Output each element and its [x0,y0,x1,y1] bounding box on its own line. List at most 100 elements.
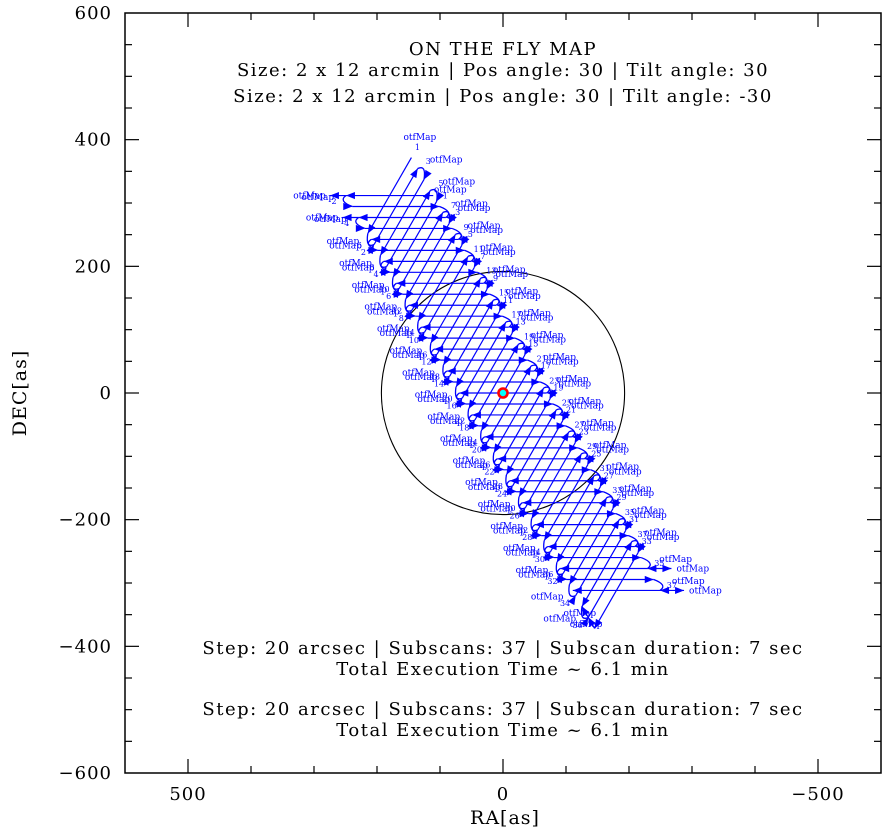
turnaround-arrowhead [559,411,569,419]
turnaround-arrowhead [481,444,491,452]
turnaround-arrowhead [494,466,504,474]
x-tick-label: −500 [791,784,844,805]
subscan-number: 19 [524,333,534,342]
y-tick-label: 400 [75,130,112,151]
scan-arrowhead [410,168,418,179]
subscan-number: 29 [616,493,626,502]
scan-arrowhead [506,334,516,342]
subscan-number: 36 [543,570,553,579]
otfmap-label: otfMap [427,412,460,422]
turnaround-arrowhead [436,191,445,202]
axis-tick-labels: 500 0 −500 600 400 200 0 −200 −400 −600 [59,3,844,805]
subscan-number: 34 [560,599,570,608]
scan-arrowhead [606,510,616,518]
subscan-number: 22 [455,416,465,425]
subscan-number: 33 [612,486,622,495]
turnaround-arc [565,425,576,438]
scan-arrowhead [329,191,339,200]
scan-arrowhead [522,499,532,507]
turnaround-arc [405,304,416,317]
scan-arrowhead [484,433,494,441]
otfmap-label: otfMap [430,417,463,427]
subscan-number: 11 [474,245,484,254]
x-axis-label: RA[as] [470,807,540,829]
subscan-number: 29 [587,442,597,451]
turnaround-arc [653,578,664,591]
otfmap-label: otfMap [634,511,667,521]
turnaround-arrowhead [483,279,493,287]
subscan-number: 5 [468,230,473,239]
scan-arrowhead [497,455,507,463]
otfmap-label: otfMap [644,529,677,539]
turnaround-arc [430,188,438,202]
otfmap-label: otfMap [354,285,387,295]
subscan-number: 6 [357,241,362,250]
otfmap-label: otfMap [503,544,536,554]
turnaround-arrowhead [580,617,589,628]
turnaround-arrowhead [634,542,644,551]
turnaround-arrowhead [508,323,518,331]
otfmap-label: otfMap [453,456,486,466]
subscan-number: 35 [654,559,664,568]
otfmap-label: otfMap [533,336,566,346]
scan-arrowhead [421,323,431,331]
otfmap-label: otfMap [430,156,463,166]
turnaround-arc [640,556,651,570]
turnaround-arc [455,392,466,405]
otfmap-label: otfMap [581,419,614,429]
otfmap-label: otfMap [480,243,513,253]
scan-arrowhead [434,345,444,353]
otfmap-label: otfMap [329,241,362,251]
otfmap-label: otfMap [342,263,375,273]
otfmap-label: otfMap [377,325,410,335]
map2-config-line: Size: 2 x 12 arcmin | Pos angle: 30 | Ti… [233,86,773,107]
subscan-number: 17 [511,311,521,320]
scan-arrowhead [547,542,557,551]
turnaround-arrowhead [507,488,517,496]
turnaround-arrowhead [458,235,468,244]
turnaround-arc [506,480,517,493]
scan-arrowhead [543,400,553,408]
otfmap-label: otfMap [367,307,400,317]
subscan-number: 26 [480,460,490,469]
turnaround-arrowhead [571,433,581,441]
turnaround-arrowhead [471,257,481,265]
turnaround-arrowhead [444,378,454,386]
subscan-number: 3 [426,157,431,166]
subscan-number: 20 [472,445,482,454]
otfmap-label: otfMap [293,192,326,202]
turnaround-arc [568,584,576,598]
subscan-number: 19 [553,384,563,393]
subscan-number: 7 [451,201,456,210]
turnaround-arrowhead [534,367,544,375]
subscan-number: 4 [374,270,379,279]
otfmap-label: otfMap [458,204,491,214]
otfmap-label: otfMap [392,351,425,361]
otfmap-label: otfMap [508,292,541,302]
otfmap-label: otfMap [543,614,576,624]
turnaround-arrowhead [546,389,556,397]
map1-time-info: Total Execution Time ~ 6.1 min [336,659,670,680]
otfmap-label: otfMap [352,281,385,291]
turnaround-arc [527,359,538,372]
turnaround-arc [540,381,551,394]
turnaround-arc [615,513,626,526]
scan-arrowhead [588,617,596,627]
scan-arrowhead [675,586,685,595]
turnaround-arrowhead [431,356,441,364]
otfmap-label: otfMap [621,489,654,499]
beam-circle [380,270,626,516]
subscan-number: 28 [522,533,532,542]
turnaround-arc [580,606,589,619]
subscan-number: 31 [600,464,610,473]
turnaround-arc [430,348,441,361]
plot-title: ON THE FLY MAP [408,39,598,60]
otfmap-label: otfMap [521,314,554,324]
turnaround-arc [603,491,614,504]
scan-arrowhead [371,235,381,244]
otfmap-label: otfMap [689,586,722,596]
scan-arrowhead [459,389,469,397]
turnaround-arc [464,249,475,262]
otfmap-label: otfMap [493,265,526,275]
